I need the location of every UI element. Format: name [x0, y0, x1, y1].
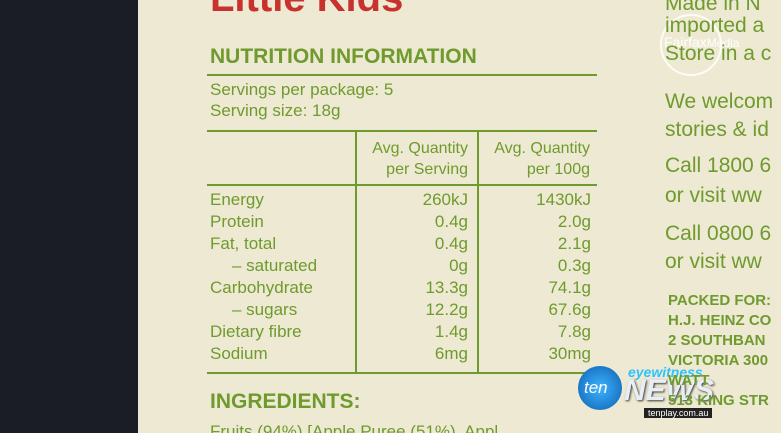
per-serving: 6mg [434, 344, 468, 363]
rule [355, 130, 357, 374]
per-serving: 12.2g [425, 300, 468, 319]
column-header: Avg. Quantity [494, 140, 590, 157]
side-text: Made in N [665, 0, 761, 15]
per-100g: 30mg [548, 344, 591, 363]
column-header: per 100g [526, 161, 590, 178]
per-100g: 0.3g [557, 256, 591, 275]
per-100g: 2.0g [557, 212, 591, 231]
packer-text: WATT [668, 372, 710, 389]
per-serving: 0g [449, 256, 468, 275]
side-text: Call 0800 6 [665, 222, 772, 245]
packer-text: VICTORIA 300 [668, 352, 769, 369]
watermark-suffix: Media [706, 36, 740, 50]
per-serving: 1.4g [434, 322, 468, 341]
packer-text: H.J. HEINZ CO [668, 312, 772, 329]
logo: ten [584, 378, 608, 397]
package-panel [138, 0, 781, 433]
per-serving: 260kJ [422, 190, 468, 209]
per-100g: 2.1g [557, 234, 591, 253]
nutrient-name: Dietary fibre [210, 322, 302, 341]
packer-text: PACKED FOR: [668, 292, 772, 309]
website: tenplay.com.au [644, 408, 713, 418]
ingredients-heading: INGREDIENTS: [210, 390, 361, 413]
watermark-brand: Fairfax [664, 34, 707, 50]
nutrient-name: Energy [210, 190, 264, 209]
per-serving: 13.3g [425, 278, 468, 297]
packer-text: 513 KING STR [668, 392, 769, 409]
side-text: stories & id [665, 118, 769, 141]
nutrient-name: Protein [210, 212, 264, 231]
per-100g: 7.8g [557, 322, 591, 341]
column-header: per Serving [386, 161, 468, 178]
watermark-ring [660, 14, 722, 76]
packer-text: 2 SOUTHBAN [668, 332, 766, 349]
nutrient-name: – sugars [232, 300, 298, 319]
label-title: NUTRITION INFORMATION [210, 45, 477, 68]
logo-disc [578, 366, 622, 410]
side-text: imported a [665, 14, 765, 37]
column-header: Avg. Quantity [372, 140, 468, 157]
show-name: NEWS [624, 374, 714, 407]
nutrient-name: Carbohydrate [210, 278, 314, 297]
brand: Little Kids [210, 0, 403, 21]
watermark: FairfaxMedia [664, 34, 739, 50]
side-text: or visit ww [665, 184, 762, 207]
side-text: Call 1800 6 [665, 154, 772, 177]
nutrient-name: Sodium [210, 344, 268, 363]
rule [207, 130, 597, 132]
side-text: Store in a c [665, 42, 772, 65]
servings: Servings per package: 5 [210, 80, 394, 99]
rule [207, 74, 597, 76]
rule [207, 184, 597, 186]
ingredients: Fruits (94%) [Apple Puree (51%), Appl [210, 422, 499, 433]
side-text: We welcom [665, 90, 774, 113]
nutrient-name: Fat, total [210, 234, 277, 253]
per-serving: 0.4g [434, 212, 468, 231]
rule [477, 130, 479, 374]
per-100g: 1430kJ [536, 190, 591, 209]
per-100g: 74.1g [548, 278, 591, 297]
side-text: or visit ww [665, 250, 762, 273]
rule [207, 372, 597, 374]
nutrient-name: – saturated [232, 256, 318, 275]
per-100g: 67.6g [548, 300, 591, 319]
per-serving: 0.4g [434, 234, 468, 253]
show: eyewitness [628, 364, 703, 380]
serving-size: Serving size: 18g [210, 101, 341, 120]
